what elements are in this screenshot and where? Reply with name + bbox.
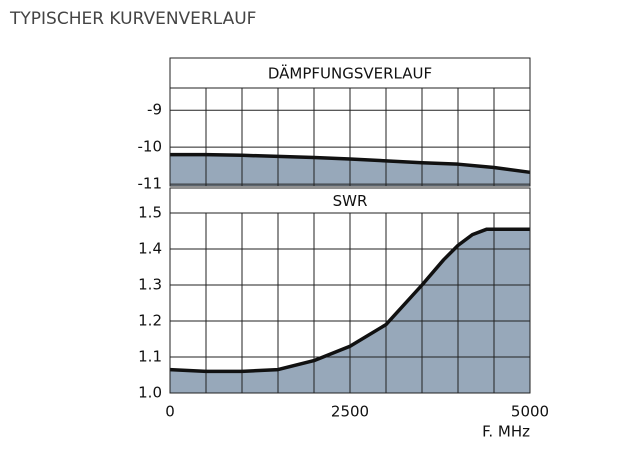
area-fill bbox=[170, 229, 530, 393]
line bbox=[170, 152, 531, 175]
line bbox=[169, 227, 530, 374]
x-tick-label: 0 bbox=[165, 403, 175, 421]
plot-frame bbox=[169, 87, 531, 187]
y-tick-label: -10 bbox=[138, 138, 163, 156]
panel-title: DÄMPFUNGSVERLAUF bbox=[268, 64, 432, 83]
y-tick-label: -11 bbox=[138, 175, 163, 193]
y-tick-label: 1.1 bbox=[138, 348, 162, 366]
y-tick-label: 1.0 bbox=[138, 384, 162, 402]
y-tick-label: 1.2 bbox=[138, 312, 162, 330]
x-tick-label: 5000 bbox=[511, 403, 549, 421]
y-tick-label: 1.3 bbox=[138, 276, 162, 294]
panel-header bbox=[169, 57, 531, 89]
y-tick-label: -9 bbox=[147, 101, 162, 119]
x-axis-label: F. MHz bbox=[482, 423, 530, 441]
plot-frame bbox=[169, 212, 531, 394]
y-tick-label: 1.4 bbox=[138, 240, 162, 258]
page-title: TYPISCHER KURVENVERLAUF bbox=[9, 9, 256, 29]
panel-header bbox=[169, 187, 531, 214]
x-tick-label: 2500 bbox=[331, 403, 369, 421]
y-tick-label: 1.5 bbox=[138, 204, 162, 222]
panel-title: SWR bbox=[333, 192, 368, 210]
